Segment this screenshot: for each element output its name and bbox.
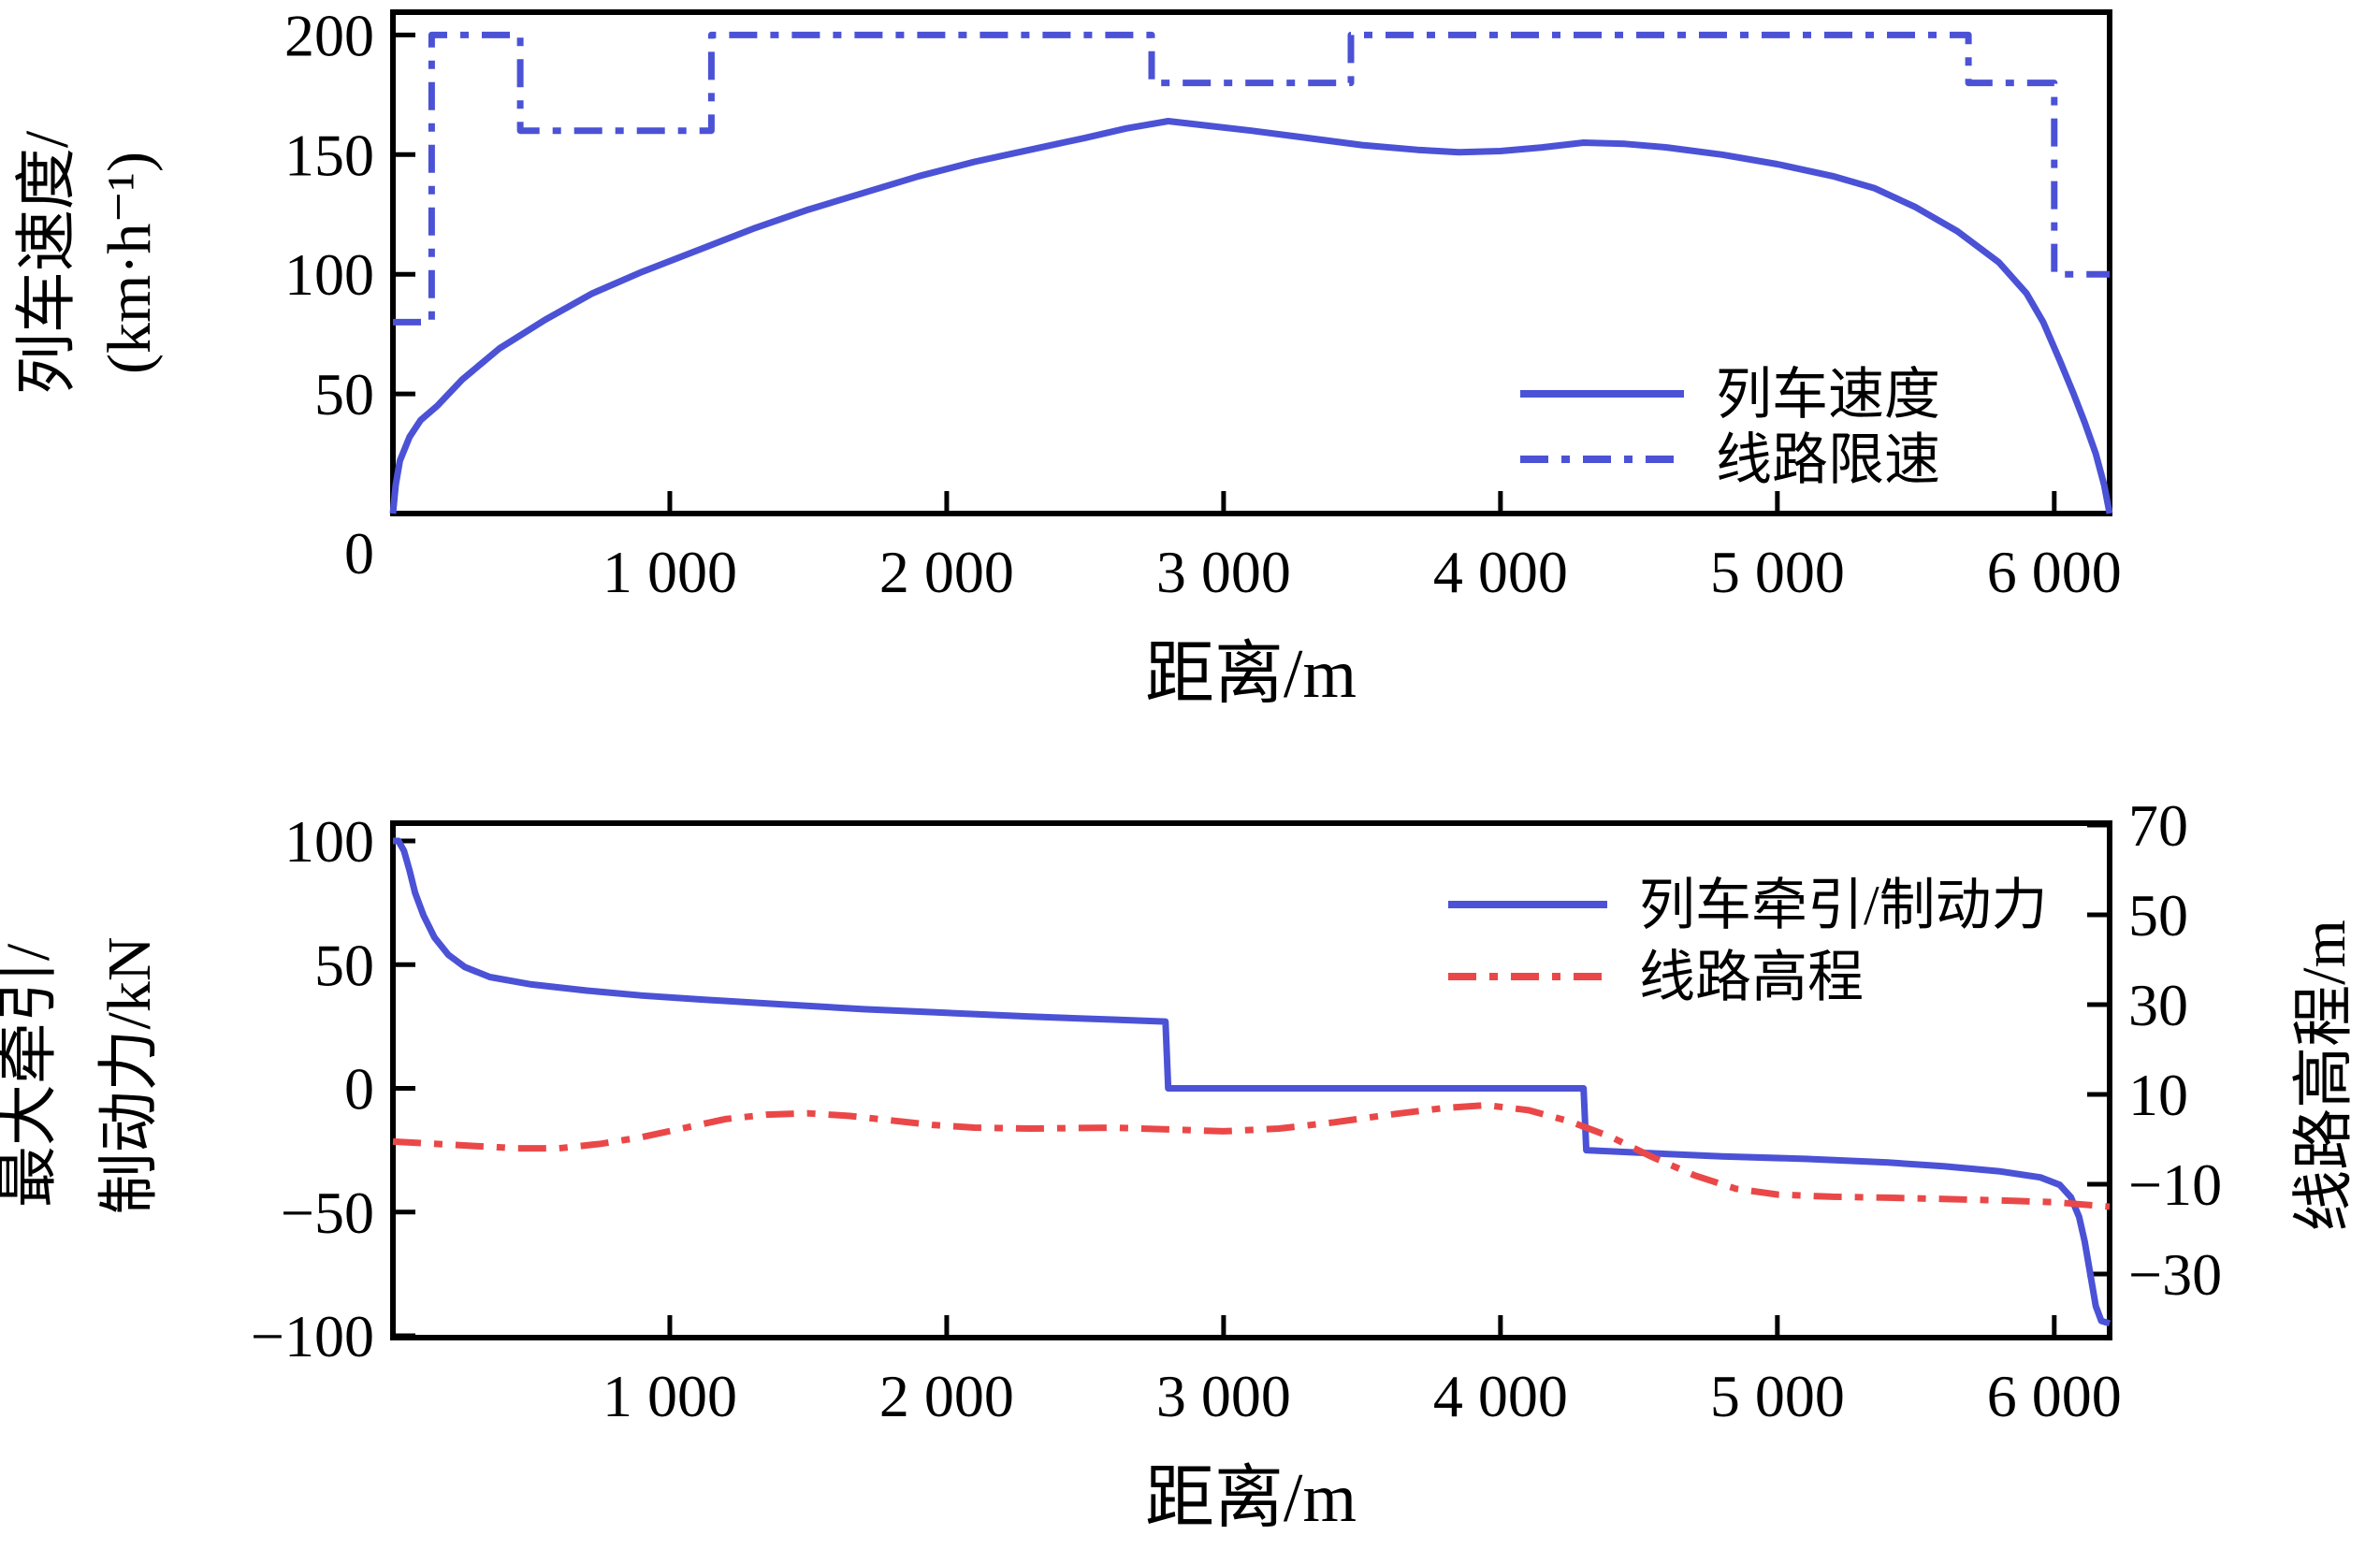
- y-tick-left-label: 100: [284, 808, 374, 875]
- series-列车速度: [389, 118, 2113, 514]
- plot-border: [390, 9, 2112, 516]
- origin-label: 0: [344, 520, 374, 586]
- y-tick-right-label: 70: [2128, 792, 2188, 859]
- x-tick-label: 1 000: [602, 1363, 737, 1429]
- y-tick-left-label: 150: [284, 122, 374, 188]
- y-tick-right-label: −30: [2128, 1241, 2222, 1308]
- y-axis-title-line: (km·h⁻¹): [95, 152, 164, 374]
- legend-label: 列车速度: [1716, 364, 1940, 426]
- y-tick-right-label: 30: [2128, 972, 2188, 1038]
- y-tick-left-label: 50: [314, 932, 374, 998]
- x-tick-label: 2 000: [879, 1363, 1014, 1429]
- plot-border: [390, 820, 2112, 1340]
- y-tick-left-label: 100: [284, 241, 374, 308]
- x-tick-label: 6 000: [1987, 1363, 2122, 1429]
- x-tick-label: 5 000: [1710, 1363, 1845, 1429]
- legend-label: 线路限速: [1716, 429, 1940, 491]
- x-tick-label: 1 000: [602, 539, 737, 605]
- x-tick-label: 3 000: [1156, 1363, 1291, 1429]
- speed-chart: 1 000 2 000 3 000 4 000 5 000 6 000 200 150 100 5…: [13, 2, 2122, 713]
- y-tick-left-label: 200: [284, 2, 374, 68]
- y-tick-left-label: 50: [314, 361, 374, 427]
- x-tick-label: 4 000: [1433, 1363, 1568, 1429]
- x-tick-label: 2 000: [879, 539, 1014, 605]
- legend-label: 线路高程: [1639, 947, 1864, 1008]
- x-tick-label: 5 000: [1710, 539, 1845, 605]
- x-tick-label: 6 000: [1987, 539, 2122, 605]
- speed_chart-root: 1 000 2 000 3 000 4 000 5 000 6 000 200 150 100 5…: [13, 2, 2122, 713]
- legend-label: 列车牵引/制动力: [1639, 875, 2048, 936]
- y-tick-right-label: 50: [2128, 882, 2188, 949]
- x-tick-label: 4 000: [1433, 539, 1568, 605]
- x-axis-title: 距离/m: [1145, 1460, 1357, 1537]
- y-tick-right-label: 10: [2128, 1062, 2188, 1128]
- x-axis-title: 距离/m: [1145, 636, 1357, 713]
- y-axis-title-line: 制动力/kN: [95, 937, 164, 1215]
- series-线路高程: [392, 1102, 2111, 1210]
- y-tick-right-label: −10: [2128, 1151, 2222, 1218]
- y-axis-title-line: 最大牵引/: [0, 943, 63, 1208]
- force-elevation-chart: 1 000 2 000 3 000 4 000 5 000 6 000 100 50 0 −50 −…: [0, 792, 2358, 1537]
- series-线路限速: [393, 31, 2110, 326]
- force_elevation_chart-root: 1 000 2 000 3 000 4 000 5 000 6 000 100 50 0 −50 −…: [0, 792, 2358, 1537]
- y-axis-title-line: 列车速度/: [13, 130, 81, 395]
- y-axis-title-right: 线路高程/m: [2290, 920, 2358, 1232]
- y-tick-left-label: −100: [251, 1303, 374, 1369]
- y-tick-left-label: −50: [281, 1180, 374, 1246]
- x-tick-label: 3 000: [1156, 539, 1291, 605]
- y-tick-left-label: 0: [344, 1056, 374, 1122]
- series-列车牵引/制动力: [393, 837, 2112, 1327]
